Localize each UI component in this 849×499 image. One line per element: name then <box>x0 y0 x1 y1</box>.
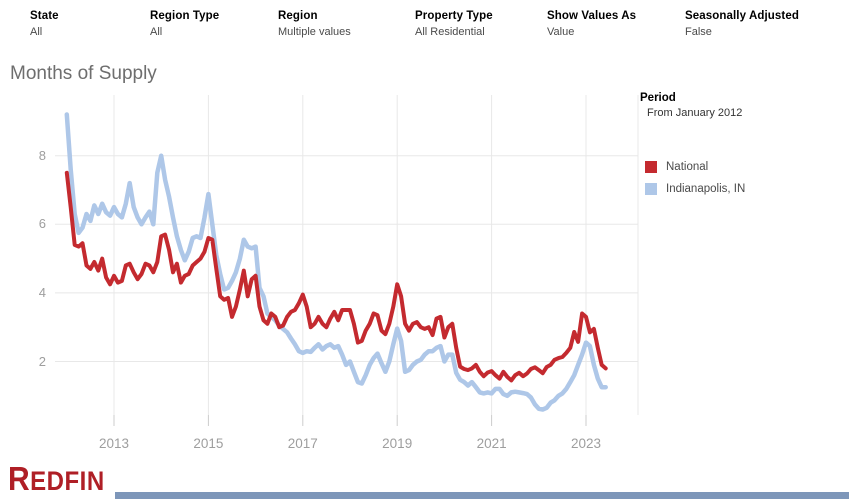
filter-seasonally-adjusted-value[interactable]: False <box>685 26 712 38</box>
filter-region-label: Region <box>278 10 318 22</box>
indianapolis-line[interactable] <box>64 112 608 412</box>
filter-show-values-as[interactable]: Show Values As Value <box>547 10 636 38</box>
x-axis-label: 2021 <box>476 436 507 451</box>
period-label: Period <box>640 92 676 104</box>
filter-region[interactable]: Region Multiple values <box>278 10 351 38</box>
period-legend: Period From January 2012 <box>640 92 742 119</box>
filter-property-type-value[interactable]: All Residential <box>415 26 485 38</box>
legend-item-label: Indianapolis, IN <box>666 183 746 195</box>
bottom-bar <box>115 492 849 499</box>
y-axis-label: 8 <box>38 147 46 163</box>
period-value: From January 2012 <box>647 107 743 119</box>
filter-show-values-as-value[interactable]: Value <box>547 26 575 38</box>
x-axis-label: 2013 <box>98 436 130 451</box>
x-axis-label: 2017 <box>287 436 318 451</box>
x-axis-label: 2023 <box>570 436 602 451</box>
legend-item-indianapolis[interactable]: Indianapolis, IN <box>645 178 745 200</box>
filter-show-values-as-label: Show Values As <box>547 10 637 22</box>
filter-region-value[interactable]: Multiple values <box>278 26 351 38</box>
filter-seasonally-adjusted[interactable]: Seasonally Adjusted False <box>685 10 799 38</box>
filter-seasonally-adjusted-label: Seasonally Adjusted <box>685 10 799 22</box>
indianapolis-swatch-icon <box>645 183 657 195</box>
page-title: Months of Supply <box>10 63 157 84</box>
series-legend: National Indianapolis, IN <box>645 156 745 200</box>
legend-item-national[interactable]: National <box>645 156 745 178</box>
y-axis-label: 6 <box>38 216 46 232</box>
y-axis-label: 4 <box>38 284 46 300</box>
x-axis-label: 2015 <box>193 436 224 451</box>
national-swatch-icon <box>645 161 657 173</box>
y-axis-label: 2 <box>38 353 46 369</box>
filter-region-type-label: Region Type <box>150 10 220 22</box>
filter-region-type-value[interactable]: All <box>150 26 163 38</box>
filter-region-type[interactable]: Region Type All <box>150 10 219 38</box>
filter-state[interactable]: State All <box>30 10 59 38</box>
x-axis-label: 2019 <box>382 436 413 451</box>
filter-property-type[interactable]: Property Type All Residential <box>415 10 493 38</box>
legend-item-label: National <box>666 161 709 173</box>
redfin-logo: REDFIN <box>8 461 105 498</box>
national-line[interactable] <box>64 170 608 383</box>
filter-state-value[interactable]: All <box>30 26 43 38</box>
filter-property-type-label: Property Type <box>415 10 493 22</box>
filter-state-label: State <box>30 10 59 22</box>
